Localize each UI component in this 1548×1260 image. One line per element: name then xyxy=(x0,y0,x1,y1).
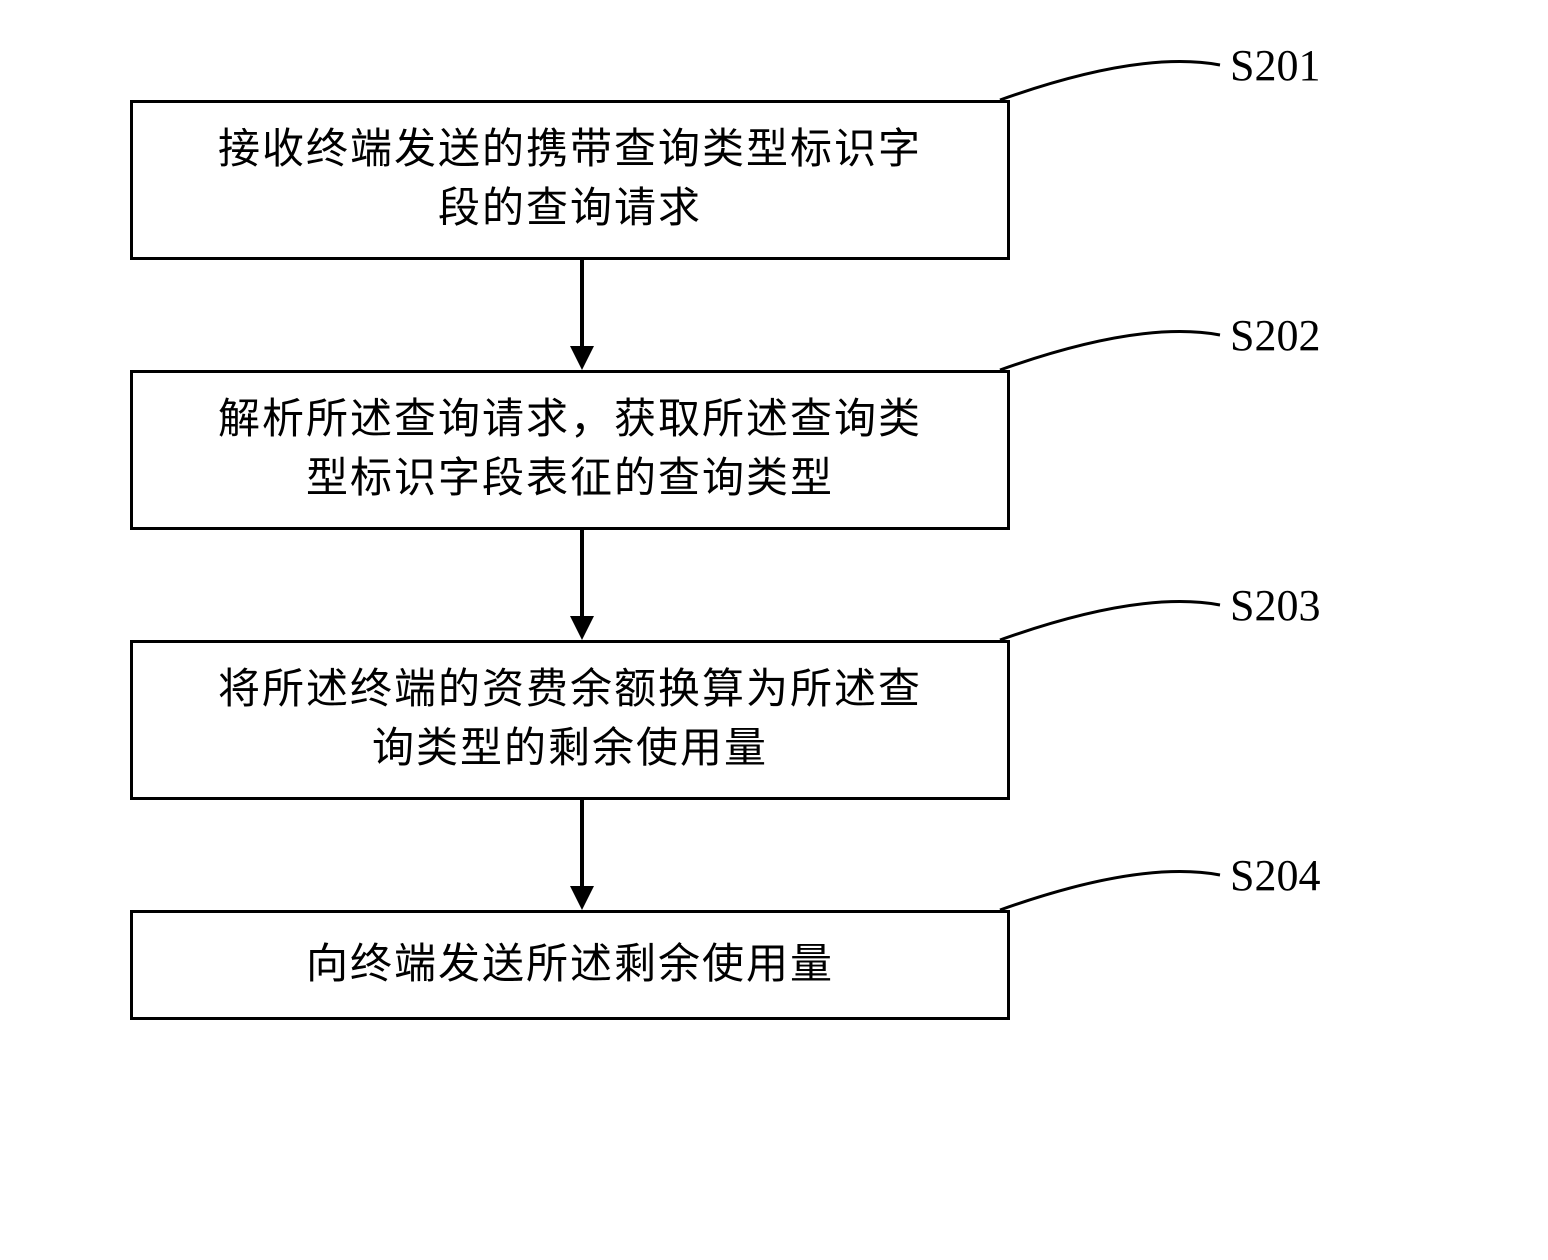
callout-curve xyxy=(130,20,1420,1080)
step-label-s204: S204 xyxy=(1230,850,1320,901)
callout-path xyxy=(1000,872,1220,910)
step-label-text: S204 xyxy=(1230,851,1320,900)
